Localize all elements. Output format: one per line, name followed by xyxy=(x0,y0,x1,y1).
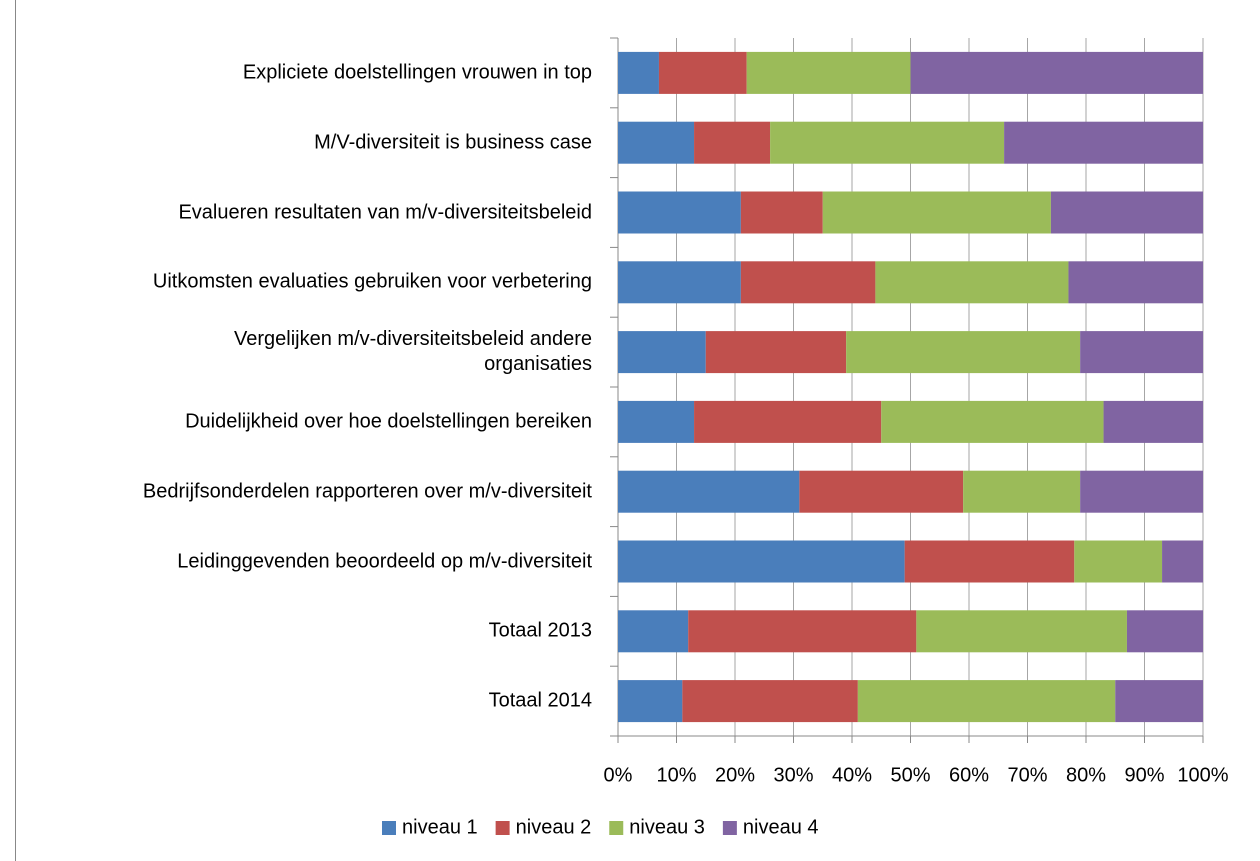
bar-segment xyxy=(1068,261,1203,304)
bar-segment xyxy=(857,680,1116,723)
x-tick-label: 20% xyxy=(715,764,755,786)
bar-segment xyxy=(618,191,741,234)
x-tick-label: 100% xyxy=(1177,764,1228,786)
bar-segment xyxy=(682,680,858,723)
bar-segment xyxy=(1050,191,1203,234)
x-tick-label: 50% xyxy=(890,764,930,786)
y-tick-label: Totaal 2013 xyxy=(488,619,592,642)
y-tick-label: Expliciete doelstellingen vrouwen in top xyxy=(242,61,592,84)
bar-segment xyxy=(694,400,882,443)
y-tick-label: Bedrijfsonderdelen rapporteren over m/v-… xyxy=(142,480,592,503)
legend-label: niveau 3 xyxy=(629,816,705,838)
bar-segment xyxy=(1004,121,1203,164)
bar-segment xyxy=(1126,610,1203,653)
bar-segment xyxy=(618,261,741,304)
x-tick-label: 60% xyxy=(949,764,989,786)
y-tick-label: M/V-diversiteit is business case xyxy=(314,131,592,154)
x-tick-label: 30% xyxy=(773,764,813,786)
bar-segment xyxy=(1115,680,1203,723)
bar-segment xyxy=(1080,470,1203,513)
legend-label: niveau 2 xyxy=(516,816,592,838)
legend-swatch xyxy=(722,821,737,835)
legend-label: niveau 4 xyxy=(743,816,819,838)
legend-swatch xyxy=(495,821,510,835)
x-tick-label: 40% xyxy=(832,764,872,786)
bar-segment xyxy=(618,610,689,653)
legend-label: niveau 1 xyxy=(402,816,478,838)
bar-segment xyxy=(618,331,706,374)
y-tick-label: Uitkomsten evaluaties gebruiken voor ver… xyxy=(152,270,592,293)
bar-segment xyxy=(618,470,800,513)
bar-segment xyxy=(822,191,1051,234)
bar-segment xyxy=(658,51,747,94)
x-tick-label: 70% xyxy=(1007,764,1047,786)
bar-segment xyxy=(910,51,1203,94)
bar-segment xyxy=(694,121,771,164)
chart-border xyxy=(15,0,16,861)
bar-segment xyxy=(618,121,695,164)
bar-segment xyxy=(799,470,964,513)
x-tick-label: 0% xyxy=(604,764,633,786)
legend-swatch xyxy=(609,821,624,835)
y-tick-label: Evalueren resultaten van m/v-diversiteit… xyxy=(178,201,592,223)
bar-segment xyxy=(618,680,683,723)
bar-segment xyxy=(770,121,1005,164)
bar-segment xyxy=(1103,400,1203,443)
bar-segment xyxy=(746,51,911,94)
bar-segment xyxy=(875,261,1069,304)
x-tick-label: 80% xyxy=(1066,764,1106,786)
bar-segment xyxy=(881,400,1104,443)
bar-segment xyxy=(705,331,847,374)
bar-segment xyxy=(740,191,823,234)
bar-segment xyxy=(904,540,1075,583)
bar-segment xyxy=(963,470,1081,513)
y-tick-label: Leidinggevenden beoordeeld op m/v-divers… xyxy=(177,550,592,572)
bar-segment xyxy=(846,331,1081,374)
bar-segment xyxy=(618,51,659,94)
bar-segment xyxy=(618,400,695,443)
bar-segment xyxy=(1162,540,1203,583)
bar-segment xyxy=(1074,540,1163,583)
x-tick-label: 90% xyxy=(1124,764,1164,786)
bar-segment xyxy=(618,540,905,583)
y-tick-label: Vergelijken m/v-diversiteitsbeleid ander… xyxy=(234,328,592,376)
x-tick-label: 10% xyxy=(656,764,696,786)
legend-swatch xyxy=(382,821,396,835)
bar-segment xyxy=(916,610,1127,653)
bar-segment xyxy=(1080,331,1203,374)
bar-segment xyxy=(740,261,876,304)
y-tick-label: Duidelijkheid over hoe doelstellingen be… xyxy=(185,410,592,433)
bar-segment xyxy=(688,610,917,653)
y-tick-label: Totaal 2014 xyxy=(488,689,592,712)
